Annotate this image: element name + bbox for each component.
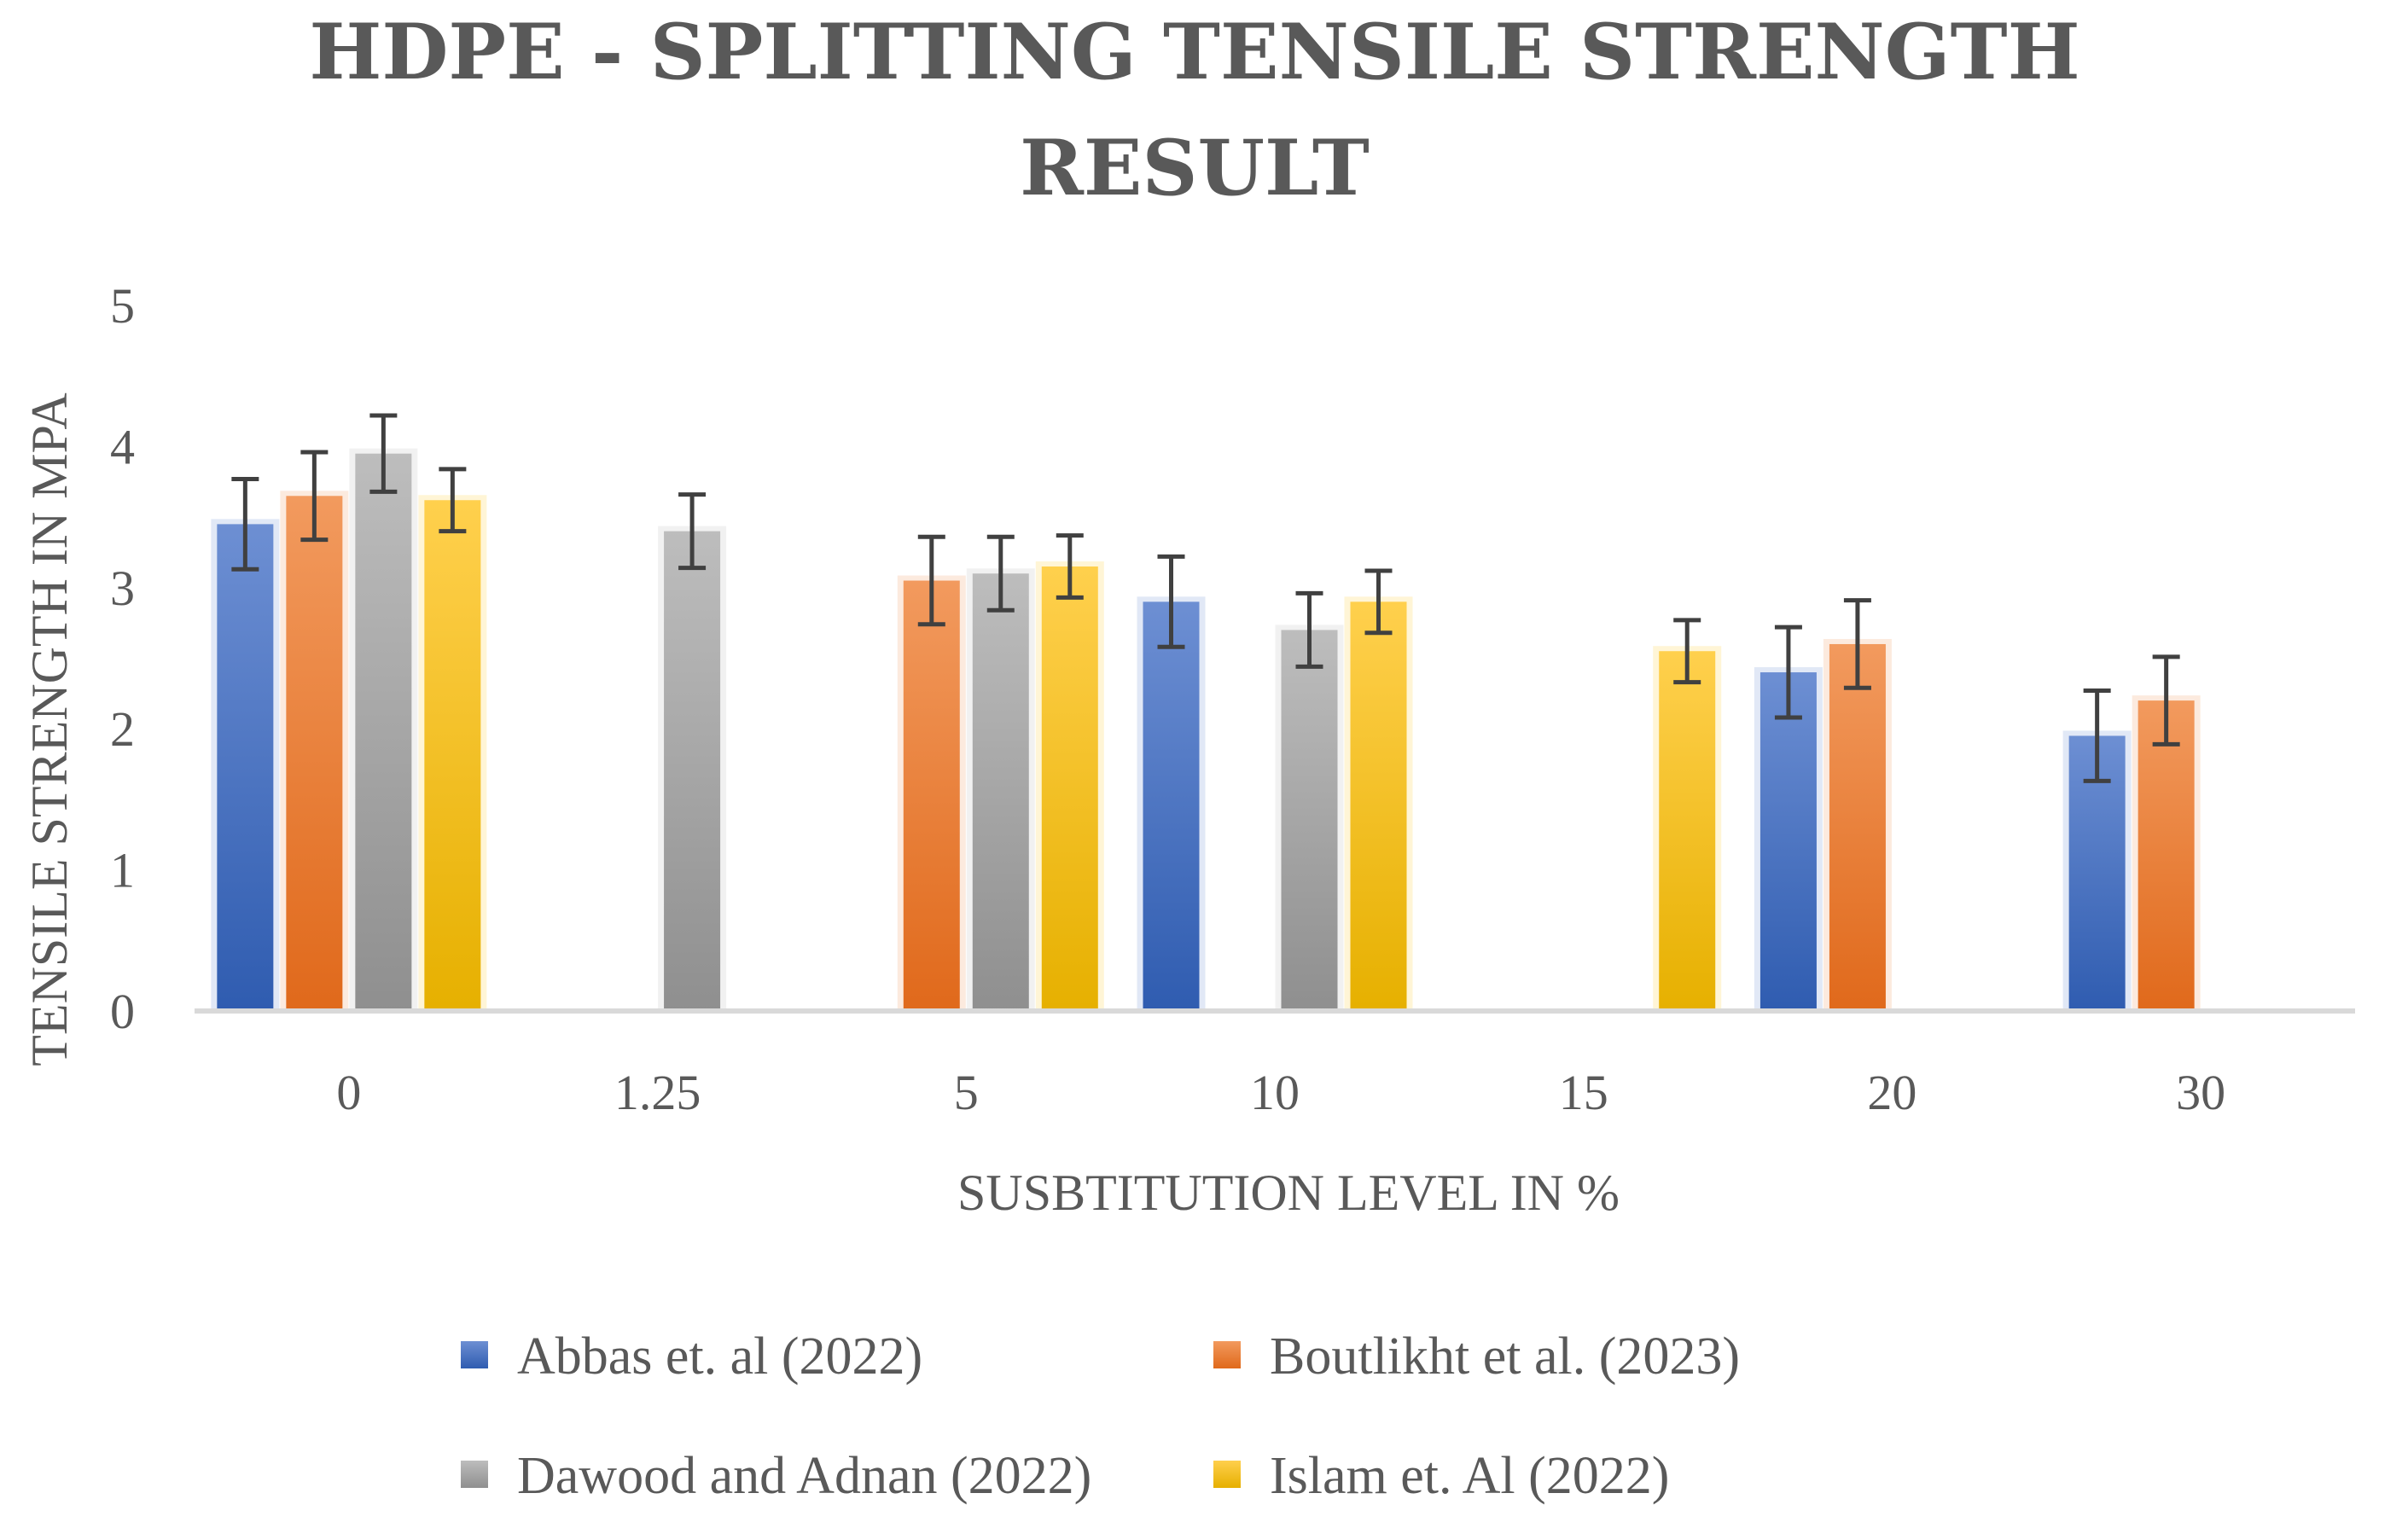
error-bar	[1364, 568, 1393, 636]
bar	[1350, 601, 1407, 1011]
x-tick-label: 10	[1250, 1065, 1300, 1120]
x-tick-label: 30	[2176, 1065, 2225, 1120]
bar	[1041, 566, 1098, 1011]
y-tick-label: 0	[110, 984, 135, 1039]
error-bars	[231, 413, 2180, 783]
legend-swatch	[461, 1461, 488, 1488]
x-tick-label: 15	[1559, 1065, 1608, 1120]
error-bar	[1843, 598, 1871, 690]
error-bar	[231, 476, 259, 572]
x-axis-label: SUSBTITUTION LEVEL IN %	[957, 1165, 1620, 1221]
y-tick-label: 2	[110, 701, 135, 757]
x-tick-label: 20	[1867, 1065, 1917, 1120]
x-tick-label: 1.25	[614, 1065, 701, 1120]
legend: Abbas et. al (2022) Boutlikht et al. (202…	[461, 1328, 1740, 1505]
error-bar	[369, 413, 398, 494]
bar	[355, 453, 412, 1011]
error-bar	[1774, 625, 1802, 720]
error-bar	[986, 534, 1015, 613]
error-bar	[1056, 533, 1084, 600]
legend-swatch	[461, 1341, 488, 1368]
legend-label: Dawood and Adnan (2022)	[517, 1447, 1091, 1505]
bar	[2138, 700, 2195, 1011]
y-tick-label: 5	[110, 278, 135, 334]
bar	[1143, 601, 1200, 1011]
legend-label: Islam et. Al (2022)	[1270, 1447, 1669, 1505]
legend-swatch	[1213, 1461, 1241, 1488]
bar	[664, 531, 721, 1011]
bar	[1281, 630, 1338, 1011]
bar	[217, 524, 274, 1011]
y-tick-label: 3	[110, 561, 135, 616]
bars	[211, 448, 2201, 1011]
bar	[1759, 672, 1817, 1011]
error-bar	[1295, 590, 1323, 669]
chart-title-line-1: HDPE - SPLITTING TENSILE STRENGTH	[309, 7, 2079, 97]
error-bar	[1673, 618, 1701, 685]
error-bar	[300, 450, 329, 543]
error-bar	[439, 467, 467, 534]
legend-item: Islam et. Al (2022)	[1213, 1447, 1669, 1505]
bar	[1659, 651, 1716, 1011]
bar	[903, 580, 960, 1011]
legend-swatch	[1213, 1341, 1241, 1368]
y-axis-label: TENSILE STRENGTH IN MPA	[21, 392, 78, 1066]
bar	[286, 496, 343, 1011]
legend-label: Abbas et. al (2022)	[517, 1328, 922, 1386]
y-tick-label: 1	[110, 843, 135, 898]
bar	[972, 573, 1029, 1011]
y-tick-label: 4	[110, 419, 135, 474]
legend-item: Dawood and Adnan (2022)	[461, 1447, 1091, 1505]
bar	[424, 500, 481, 1011]
error-bar	[678, 492, 707, 571]
x-tick-label: 5	[954, 1065, 979, 1120]
error-bar	[1157, 554, 1185, 649]
x-tick-label: 0	[336, 1065, 361, 1120]
bar	[1829, 643, 1886, 1011]
chart-title-line-2: RESULT	[1020, 123, 1370, 213]
error-bar	[2152, 654, 2180, 747]
error-bar	[917, 534, 945, 627]
error-bar	[2083, 688, 2111, 783]
legend-label: Boutlikht et al. (2023)	[1270, 1328, 1740, 1386]
x-axis-ticks: 0 1.25 5 10 15 20 30	[336, 1065, 2225, 1120]
y-axis-ticks: 0 1 2 3 4 5	[110, 278, 135, 1039]
legend-item: Boutlikht et al. (2023)	[1213, 1328, 1740, 1386]
legend-item: Abbas et. al (2022)	[461, 1328, 922, 1386]
